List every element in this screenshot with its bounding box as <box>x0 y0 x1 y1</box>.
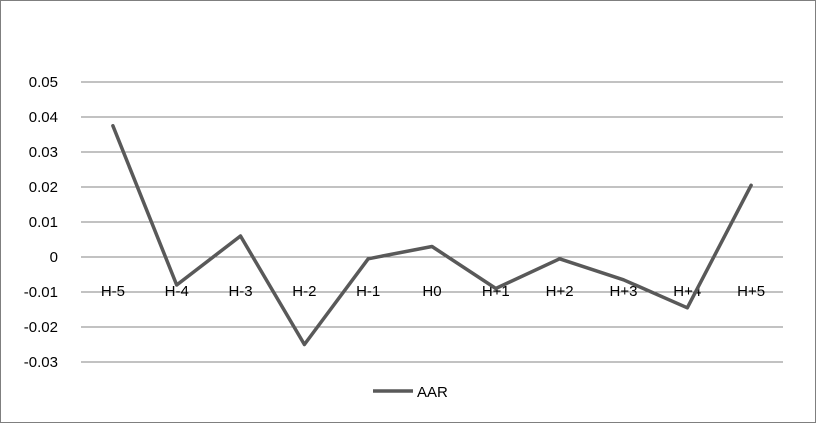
x-tick-label: H+2 <box>546 283 574 300</box>
data-point <box>302 343 306 346</box>
legend-label: AAR <box>417 384 448 401</box>
data-point <box>430 245 434 248</box>
x-tick-label: H+1 <box>482 283 510 300</box>
x-tick-label: H0 <box>422 283 441 300</box>
legend: AAR <box>373 384 448 401</box>
y-tick-label: 0.01 <box>29 214 58 231</box>
data-point <box>239 234 243 238</box>
y-tick-label: -0.02 <box>24 319 58 336</box>
data-point <box>749 183 753 187</box>
x-tick-label: H-3 <box>228 283 252 300</box>
gridlines <box>81 81 783 363</box>
x-tick-label: H-1 <box>356 283 380 300</box>
y-tick-label: 0.02 <box>29 179 58 196</box>
y-tick-label: 0 <box>50 249 58 266</box>
x-tick-label: H+5 <box>737 283 765 300</box>
y-tick-label: 0.05 <box>29 74 58 91</box>
data-point <box>111 124 115 128</box>
y-tick-label: 0.03 <box>29 144 58 161</box>
series-layer <box>111 124 753 347</box>
x-tick-label: H-5 <box>101 283 125 300</box>
data-point <box>558 257 562 261</box>
data-point <box>621 278 625 282</box>
data-point <box>494 287 498 290</box>
x-axis-tick-labels: H-5 H-4 H-3 H-2 H-1 H0 H+1 H+2 H+3 H+4 H+5 <box>101 283 765 300</box>
data-point <box>175 283 179 287</box>
y-tick-label: -0.03 <box>24 354 58 371</box>
data-point <box>685 306 689 310</box>
y-axis-tick-labels: 0.05 0.04 0.03 0.02 0.01 0 -0.01 -0.02 -0.03 <box>24 74 58 371</box>
x-tick-label: H+3 <box>609 283 637 300</box>
x-tick-label: H-2 <box>292 283 316 300</box>
y-tick-label: -0.01 <box>24 284 58 301</box>
x-tick-label: H-4 <box>165 283 189 300</box>
series-line-aar <box>111 124 753 347</box>
y-tick-label: 0.04 <box>29 109 58 126</box>
data-point <box>366 257 370 261</box>
